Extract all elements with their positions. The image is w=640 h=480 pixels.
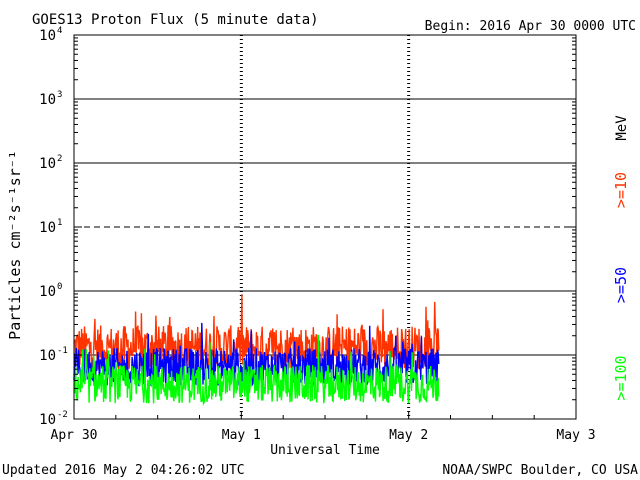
series-line-10 [73, 294, 440, 371]
series-line-50 [73, 322, 440, 388]
legend-entry-ge10: >=10 [612, 172, 630, 208]
x-tick-label: May 1 [222, 428, 261, 443]
y-tick-label: 10 [39, 284, 56, 300]
y-tick-exponent: 3 [57, 90, 62, 100]
chart-title: GOES13 Proton Flux (5 minute data) [32, 12, 319, 28]
x-tick-label: May 3 [556, 428, 595, 443]
series-layer [73, 294, 440, 406]
y-tick-exponent: -2 [57, 410, 68, 420]
series-line-100 [73, 334, 440, 406]
updated-timestamp: Updated 2016 May 2 04:26:02 UTC [2, 463, 245, 478]
y-tick-label: 10 [39, 220, 56, 236]
y-axis-label: Particles cm⁻²s⁻¹sr⁻¹ [6, 150, 24, 340]
x-tick-label: Apr 30 [51, 428, 98, 443]
y-tick-exponent: 0 [57, 282, 62, 292]
source-credit: NOAA/SWPC Boulder, CO USA [442, 463, 638, 478]
legend-unit-label: MeV [614, 115, 630, 141]
x-tick-label: May 2 [389, 428, 428, 443]
y-tick-label: 10 [39, 156, 56, 172]
legend-entry-ge100: >=100 [612, 355, 630, 400]
y-tick-exponent: 4 [57, 26, 62, 36]
x-axis-label: Universal Time [270, 443, 380, 458]
y-tick-exponent: -1 [57, 346, 68, 356]
y-tick-label: 10 [39, 412, 56, 428]
begin-label: Begin: 2016 Apr 30 0000 UTC [425, 19, 636, 34]
y-tick-label: 10 [39, 348, 56, 364]
y-tick-exponent: 1 [57, 218, 62, 228]
y-tick-exponent: 2 [57, 154, 62, 164]
y-tick-label: 10 [39, 28, 56, 44]
y-tick-label: 10 [39, 92, 56, 108]
legend-entry-ge50: >=50 [612, 267, 630, 303]
